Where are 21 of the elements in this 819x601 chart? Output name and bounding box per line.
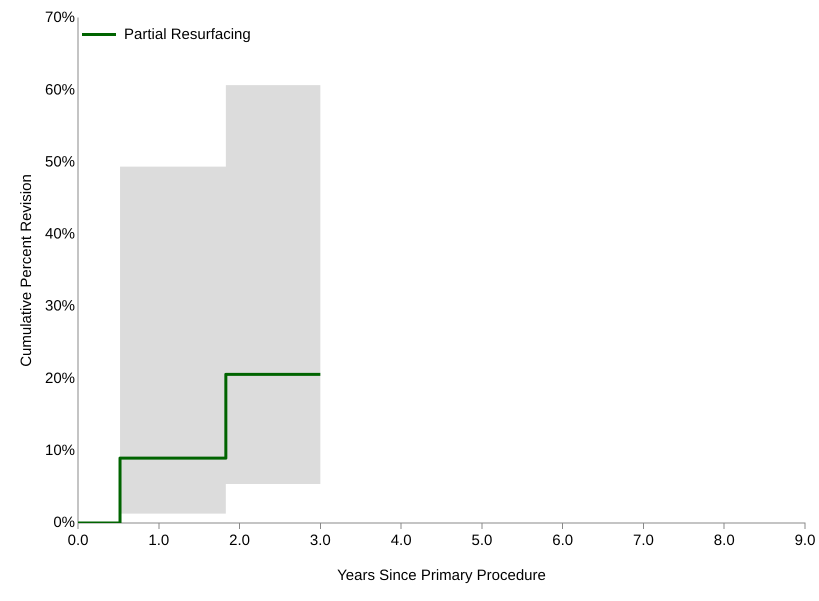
- x-axis-title: Years Since Primary Procedure: [337, 567, 546, 584]
- x-tick-label: 0.0: [68, 532, 88, 550]
- y-tick-label: 60%: [44, 81, 76, 98]
- y-tick-label: 0%: [53, 514, 76, 532]
- y-tick-label: 70%: [44, 9, 76, 26]
- y-tick-label: 20%: [44, 370, 76, 387]
- y-tick-label: 10%: [44, 442, 76, 459]
- y-tick-label: 30%: [44, 298, 76, 315]
- x-tick-label: 1.0: [148, 532, 170, 550]
- y-axis-title: Cumulative Percent Revision: [18, 174, 36, 367]
- legend-label: Partial Resurfacing: [124, 26, 251, 43]
- y-tick-label: 40%: [44, 226, 76, 243]
- x-tick-label: 5.0: [471, 532, 492, 550]
- x-tick-label: 4.0: [390, 532, 412, 550]
- x-tick-label: 8.0: [714, 532, 735, 550]
- x-tick-label: 3.0: [310, 532, 331, 550]
- x-tick-label: 7.0: [633, 532, 654, 550]
- x-tick-label: 2.0: [229, 532, 250, 550]
- x-tick-label: 9.0: [794, 532, 816, 550]
- x-tick-label: 6.0: [552, 532, 574, 550]
- y-tick-label: 50%: [44, 153, 76, 170]
